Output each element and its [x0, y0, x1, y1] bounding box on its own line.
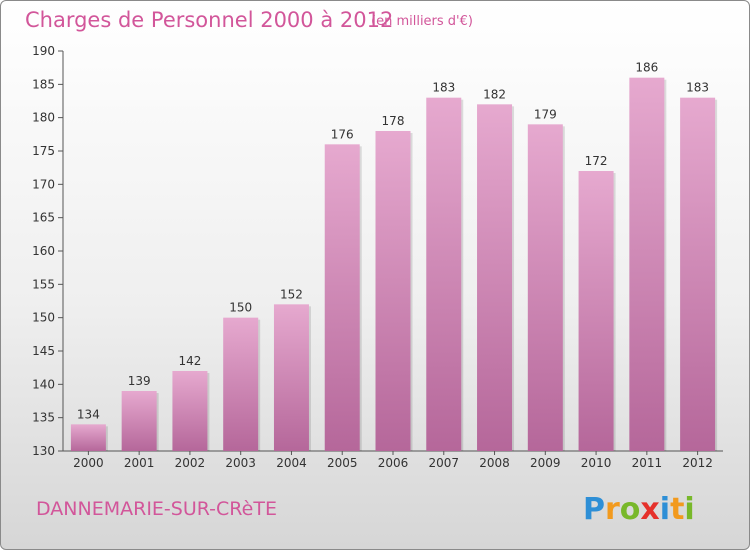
town-name: DANNEMARIE-SUR-CRèTE	[36, 498, 277, 520]
logo-letter: P	[583, 492, 605, 527]
bar	[375, 131, 411, 451]
bar	[324, 144, 360, 452]
y-tick-label: 145	[32, 344, 55, 358]
bar	[172, 371, 208, 451]
y-tick-label: 185	[32, 77, 55, 91]
bar	[70, 424, 106, 451]
y-tick-label: 140	[32, 377, 55, 391]
bar	[426, 97, 462, 452]
y-tick-label: 150	[32, 311, 55, 325]
data-label: 186	[635, 61, 658, 75]
y-tick-label: 170	[32, 177, 55, 191]
logo-letter: i	[660, 492, 670, 527]
bars: 134 139 142 150 152 176 178 183 182 179 172 186 183	[70, 61, 718, 452]
y-tick-label: 165	[32, 211, 55, 225]
x-tick-label: 2001	[124, 456, 155, 470]
y-tick-label: 155	[32, 277, 55, 291]
data-label: 178	[382, 114, 405, 128]
x-tick-label: 2003	[225, 456, 256, 470]
chart-title: Charges de Personnel 2000 à 2012	[25, 8, 393, 32]
data-label: 172	[585, 154, 608, 168]
data-label: 182	[483, 87, 506, 101]
y-tick-label: 175	[32, 144, 55, 158]
proxiti-logo: Proxiti	[583, 492, 695, 527]
logo-letter: x	[640, 492, 659, 527]
y-tick-label: 135	[32, 411, 55, 425]
x-tick-label: 2004	[276, 456, 307, 470]
x-tick-label: 2006	[378, 456, 409, 470]
y-tick-label: 160	[32, 244, 55, 258]
x-tick-label: 2011	[632, 456, 663, 470]
x-tick-label: 2007	[428, 456, 459, 470]
bar	[121, 391, 157, 451]
bar	[527, 124, 563, 451]
y-tick-label: 130	[32, 444, 55, 458]
bar	[629, 77, 665, 452]
y-tick-label: 190	[32, 44, 55, 58]
y-tick-label: 180	[32, 111, 55, 125]
x-tick-label: 2002	[175, 456, 206, 470]
x-tick-label: 2005	[327, 456, 358, 470]
data-label: 183	[432, 81, 455, 95]
x-tick-label: 2012	[682, 456, 713, 470]
logo-letter: i	[684, 492, 694, 527]
x-tick-label: 2009	[530, 456, 561, 470]
logo-letter: t	[670, 492, 684, 527]
bar	[477, 104, 513, 451]
logo-letter: r	[605, 492, 620, 527]
data-label: 152	[280, 287, 303, 301]
data-label: 179	[534, 107, 557, 121]
data-label: 134	[77, 407, 100, 421]
data-label: 150	[229, 301, 252, 315]
bar	[273, 304, 309, 451]
x-tick-label: 2000	[73, 456, 104, 470]
axes: 130 135 140 145 150 155 160 165 170 175 180 185 190 2…	[32, 44, 723, 470]
chart-subtitle: (en milliers d'€)	[371, 14, 473, 29]
data-label: 176	[331, 127, 354, 141]
data-label: 183	[686, 81, 709, 95]
x-tick-label: 2008	[479, 456, 510, 470]
x-tick-label: 2010	[581, 456, 612, 470]
data-label: 142	[178, 354, 201, 368]
data-label: 139	[128, 374, 151, 388]
logo-letter: o	[620, 492, 641, 527]
bar	[223, 317, 259, 451]
bar	[578, 171, 614, 451]
bar	[680, 97, 716, 452]
